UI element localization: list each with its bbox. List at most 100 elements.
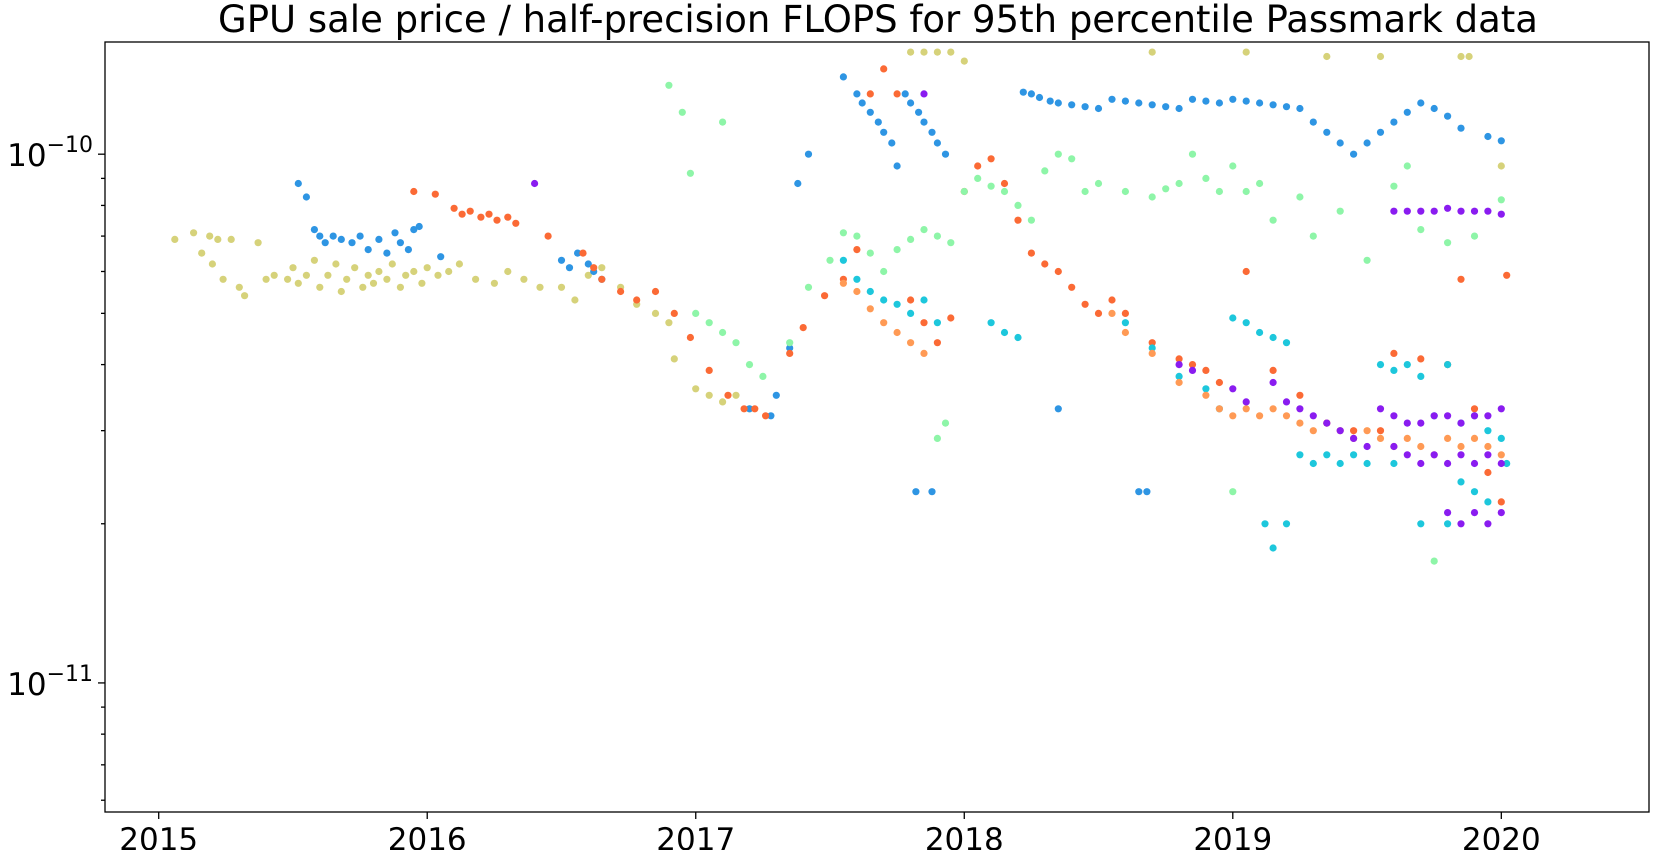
data-point [987,155,995,163]
data-point [1229,488,1237,496]
data-point [1081,103,1089,111]
data-point [772,391,780,399]
data-point [1470,207,1479,215]
data-point [853,232,861,240]
data-point [1296,193,1304,201]
data-point [1175,372,1183,380]
data-point [466,207,474,215]
data-point [1363,442,1371,451]
data-point [1296,391,1304,399]
data-point [1390,412,1398,420]
data-point [1390,459,1398,468]
data-point [1470,488,1479,496]
data-point [1323,419,1331,427]
data-point [839,279,848,287]
data-point [493,216,501,224]
data-point [1444,239,1452,247]
data-point [1457,52,1465,61]
data-point [359,283,367,291]
data-point [1054,150,1062,158]
data-point [1497,162,1505,170]
data-point [1046,97,1054,105]
data-point [1417,520,1425,528]
data-point [391,229,399,237]
data-point [1497,434,1505,442]
data-point [1068,283,1076,291]
data-point [415,222,423,231]
data-point [1162,185,1170,193]
data-point [1269,405,1277,413]
data-point [853,246,861,254]
x-tick-label: 2018 [925,822,1004,850]
data-point [262,275,270,283]
data-point [1054,267,1062,276]
data-point [1390,118,1398,126]
data-point [1403,451,1411,459]
data-point [866,287,874,296]
data-point [866,305,874,313]
data-point [1417,226,1425,234]
data-point [1309,459,1317,468]
data-point [920,296,928,304]
data-point [1135,99,1143,107]
data-point [826,256,834,264]
data-point [364,271,372,279]
data-point [1068,155,1076,163]
data-point [1497,498,1505,506]
data-point [1350,150,1358,158]
data-point [1444,412,1452,420]
data-point [1175,179,1183,188]
data-point [920,118,928,126]
data-point [1430,207,1438,215]
data-point [1108,296,1116,304]
data-point [665,81,673,89]
data-point [294,179,302,188]
data-point [1497,137,1505,145]
data-point [375,235,383,243]
data-point [1350,451,1358,459]
data-point [1497,210,1505,218]
data-point [1188,95,1197,103]
data-point [1081,187,1089,196]
data-point [651,287,660,296]
data-point [1296,451,1304,459]
data-point [348,239,356,247]
data-point [928,128,936,136]
data-point [423,264,431,272]
data-point [1256,328,1264,337]
data-point [719,328,727,337]
data-point [920,319,928,327]
data-point [1484,427,1492,435]
data-point [1121,328,1129,337]
data-point [458,210,466,218]
data-point [1188,150,1197,158]
data-point [1175,355,1183,363]
data-point [208,260,216,268]
data-point [1470,459,1479,468]
data-point [418,279,426,287]
data-point [1121,309,1129,317]
data-point [284,275,292,283]
data-point [512,219,520,227]
series-5 [839,279,1505,459]
data-point [1175,361,1183,369]
y-tick-label: 10−11 [7,662,93,703]
data-point [343,275,351,283]
data-point [920,48,928,56]
data-point [1143,488,1151,496]
data-point [915,108,923,116]
data-point [1041,260,1049,268]
data-point [1390,366,1398,374]
data-point [571,296,579,304]
data-point [1417,207,1425,215]
data-point [1256,412,1264,420]
data-point [565,264,574,272]
data-point [1417,419,1425,427]
data-point [1215,405,1223,413]
data-point [198,249,206,257]
data-point [1376,434,1385,442]
data-point [705,366,713,374]
data-point [1336,459,1344,468]
data-point [404,246,412,254]
data-point [821,292,829,300]
